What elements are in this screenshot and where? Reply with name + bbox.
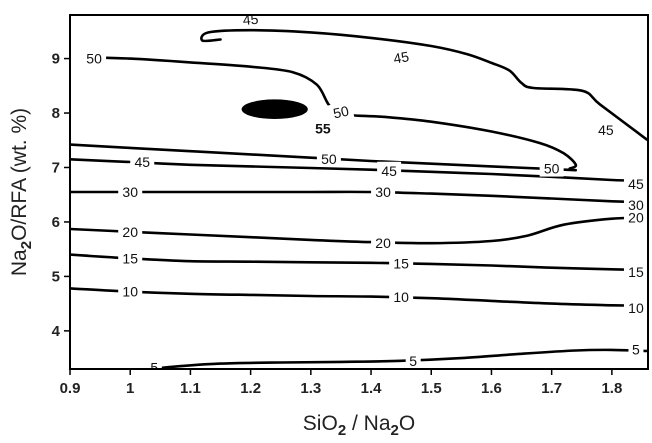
contour-line-30-4 — [70, 190, 648, 204]
contour-label-45: 45 — [628, 176, 644, 192]
contour-label-15: 15 — [393, 255, 409, 271]
contour-label-bg — [118, 222, 143, 240]
y-title-sub: 2 — [18, 241, 35, 249]
contour-line-50-6 — [70, 143, 578, 172]
y-tick-label: 4 — [52, 323, 61, 340]
x-tick-label: 0.9 — [60, 380, 81, 397]
contour-label-30: 30 — [628, 197, 644, 213]
y-title-part-2: O/RFA (wt. %) — [8, 108, 31, 241]
contour-label-15: 15 — [628, 264, 644, 280]
contour-line-15-2 — [70, 253, 648, 272]
y-tick-label: 5 — [52, 268, 60, 285]
contour-label-30: 30 — [122, 184, 138, 200]
contour-label-bg — [118, 183, 143, 200]
contour-label-bg — [316, 149, 341, 167]
x-tick-label: 1 — [126, 380, 134, 397]
contour-label-50: 50 — [332, 102, 351, 121]
contour-line-10-1 — [70, 287, 648, 308]
y-axis-title: Na2O/RFA (wt. %) — [8, 108, 35, 276]
x-title-sub-1: 2 — [338, 422, 346, 439]
contour-label-50: 50 — [544, 161, 560, 177]
contour-label-45: 45 — [392, 48, 410, 66]
x-axis-title: SiO2 / Na2O — [303, 412, 415, 439]
contour-label-bg — [623, 299, 648, 317]
contour-label-bg — [237, 15, 264, 29]
contour-label-45: 45 — [381, 163, 397, 179]
x-tick-label: 1.4 — [361, 380, 383, 397]
contour-label-30: 30 — [375, 184, 391, 200]
contour-label-10: 10 — [628, 300, 644, 316]
x-tick-label: 1.6 — [481, 380, 502, 397]
contour-label-bg — [146, 358, 162, 369]
contour-label-bg — [623, 196, 648, 214]
contour-label-bg — [389, 288, 414, 306]
contour-label-bg — [387, 46, 415, 68]
x-tick-label: 1.1 — [180, 380, 201, 397]
contour-label-bg — [118, 282, 143, 300]
contour-label-bg — [327, 100, 355, 123]
x-tick-label: 1.2 — [240, 380, 261, 397]
contour-label-bg — [82, 49, 107, 67]
contour-label-bg — [377, 161, 402, 179]
y-tick-label: 6 — [52, 214, 60, 231]
peak-contour-label: 55 — [315, 120, 331, 136]
x-tick-label: 1.5 — [421, 380, 442, 397]
contour-label-20: 20 — [628, 210, 644, 226]
contour-lines-group — [70, 28, 648, 369]
contour-line-45-8 — [200, 28, 648, 142]
contour-label-50: 50 — [86, 51, 102, 67]
contour-label-5: 5 — [150, 359, 158, 375]
contour-label-20: 20 — [375, 235, 391, 251]
contour-label-45: 45 — [242, 11, 259, 28]
x-tick-label: 1.3 — [300, 380, 321, 397]
contour-line-45-5 — [70, 158, 648, 183]
x-title-part-3: O — [399, 412, 415, 435]
y-tick-label: 7 — [52, 159, 60, 176]
contour-label-bg — [623, 174, 648, 192]
contour-label-bg — [371, 234, 396, 252]
contour-label-20: 20 — [122, 224, 138, 240]
contour-label-bg — [371, 183, 396, 200]
contour-label-bg — [405, 351, 421, 369]
y-tick-label: 9 — [52, 51, 60, 68]
contour-label-45: 45 — [134, 154, 150, 170]
contour-label-bg — [539, 159, 564, 177]
contour-line-5-0 — [141, 348, 648, 369]
peak-region-ellipse — [241, 99, 308, 120]
y-tick-label: 8 — [52, 105, 60, 122]
y-title-part-1: Na — [8, 249, 31, 276]
contour-label-45: 45 — [598, 122, 614, 138]
y-ticks-group: 4 5 6 7 8 9 — [52, 51, 70, 340]
x-ticks-group: 0.9 1 1.1 1.2 1.3 1.4 1.5 1.6 1.7 1.8 — [60, 369, 622, 397]
contour-label-5: 5 — [632, 341, 640, 357]
x-tick-label: 1.7 — [541, 380, 562, 397]
contour-label-bg — [118, 249, 143, 267]
contour-label-10: 10 — [122, 284, 138, 300]
contour-label-bg — [593, 120, 618, 138]
contour-label-bg — [389, 254, 414, 272]
contour-line-20-3 — [70, 216, 648, 245]
x-tick-label: 1.8 — [601, 380, 622, 397]
x-title-sub-2: 2 — [391, 422, 399, 439]
contour-label-10: 10 — [393, 289, 409, 305]
x-title-part-1: SiO — [303, 412, 338, 435]
contour-label-50: 50 — [321, 151, 337, 167]
contour-label-bg — [130, 153, 155, 171]
contour-label-bg — [623, 263, 648, 281]
contour-label-5: 5 — [409, 353, 417, 369]
plot-frame — [69, 14, 649, 370]
contour-label-15: 15 — [122, 250, 138, 266]
contour-label-bg — [628, 340, 644, 358]
x-title-part-2: / Na — [346, 412, 391, 435]
